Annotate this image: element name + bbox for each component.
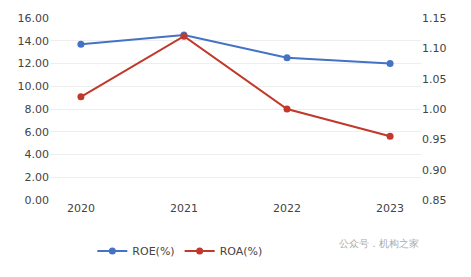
svg-text:1.15: 1.15	[422, 12, 447, 25]
svg-text:6.00: 6.00	[25, 126, 50, 139]
svg-text:0.85: 0.85	[422, 194, 447, 207]
svg-text:8.00: 8.00	[25, 103, 50, 116]
svg-text:14.00: 14.00	[18, 35, 50, 48]
svg-text:ROA(%): ROA(%)	[220, 245, 263, 258]
svg-text:4.00: 4.00	[25, 148, 50, 161]
svg-text:2023: 2023	[376, 202, 404, 215]
svg-text:2021: 2021	[170, 202, 198, 215]
svg-text:2020: 2020	[67, 202, 95, 215]
svg-text:16.00: 16.00	[18, 12, 50, 25]
svg-text:0.95: 0.95	[422, 133, 447, 146]
svg-text:10.00: 10.00	[18, 80, 50, 93]
svg-text:1.00: 1.00	[422, 103, 447, 116]
svg-text:12.00: 12.00	[18, 57, 50, 70]
svg-text:ROE(%): ROE(%)	[132, 245, 174, 258]
svg-text:1.05: 1.05	[422, 73, 447, 86]
svg-text:2022: 2022	[273, 202, 301, 215]
svg-text:0.90: 0.90	[422, 164, 447, 177]
svg-text:2.00: 2.00	[25, 171, 50, 184]
svg-text:公众号．机构之家: 公众号．机构之家	[339, 238, 419, 249]
svg-text:0.00: 0.00	[25, 194, 50, 207]
svg-text:1.10: 1.10	[422, 42, 447, 55]
